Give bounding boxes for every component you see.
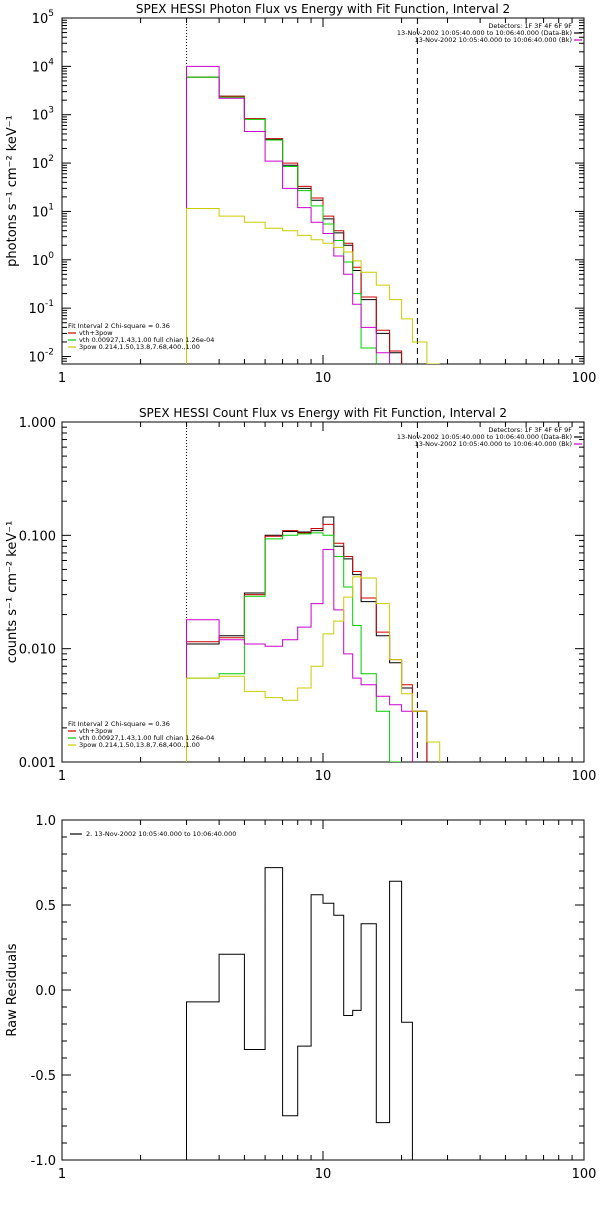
- y-tick-label-base: 10: [28, 351, 45, 366]
- series-line-3: [186, 76, 377, 364]
- legend-left-text: vth+3pow: [79, 329, 113, 337]
- series-line-4: [186, 549, 413, 762]
- legend-right-text: 13-Nov-2002 10:05:40.000 to 10:06:40.000…: [415, 440, 572, 448]
- x-tick-label: 100: [572, 769, 597, 784]
- legend-residual-text: 2. 13-Nov-2002 10:05:40.000 to 10:06:40.…: [86, 830, 236, 838]
- y-tick-label-base: 10: [32, 254, 49, 269]
- y-tick-label-exponent: -2: [45, 348, 54, 358]
- y-tick-label: 103: [32, 106, 54, 124]
- y-tick-label-exponent: 3: [48, 106, 54, 116]
- legend-left-text: vth 0.00927,1.43,1.00 full chian 1.26e-0…: [79, 336, 214, 344]
- y-tick-label-base: 10: [32, 109, 49, 124]
- legend-left-text: 3pow 0.214,1.50,13.8,7.68,400.,1.00: [79, 741, 200, 749]
- y-tick-label: 101: [32, 202, 54, 220]
- plot-frame: [61, 819, 585, 1161]
- series-line-2: [186, 523, 428, 762]
- y-tick-label: 0.5: [35, 899, 56, 914]
- y-tick-label-exponent: -1: [45, 299, 54, 309]
- y-tick-label-base: 10: [32, 12, 49, 27]
- x-tick-label: 100: [572, 1167, 597, 1182]
- y-tick-label-base: 10: [32, 60, 49, 75]
- x-tick-label: 1: [58, 371, 66, 386]
- y-tick-label-base: 10: [32, 157, 49, 172]
- y-tick-label-exponent: 2: [48, 154, 54, 164]
- legend-left-text: vth 0.00927,1.43,1.00 full chian 1.26e-0…: [79, 734, 214, 742]
- y-tick-label: 105: [32, 9, 54, 27]
- y-tick-label-exponent: 4: [48, 57, 54, 67]
- plot-frame: [61, 17, 585, 365]
- series-line-5: [186, 208, 440, 364]
- legend-right-text: Detectors: 1F 3F 4F 6F 9F: [488, 22, 572, 30]
- series-line-3: [186, 532, 402, 762]
- y-axis-label: counts s⁻¹ cm⁻² keV⁻¹: [5, 521, 20, 664]
- x-tick-label: 10: [315, 769, 332, 784]
- y-tick-label: 1.000: [19, 416, 56, 431]
- plot-panel-3: 1 10 100 -1.0 -0.5 0.0 0.5 1.0 Raw Residuals 2. 1…: [5, 814, 596, 1182]
- series-line-5: [186, 576, 441, 762]
- y-tick-label: -1.0: [31, 1154, 56, 1169]
- y-tick-label: 102: [32, 154, 54, 172]
- y-tick-label-base: 10: [28, 302, 45, 317]
- y-tick-label: 0.0: [35, 984, 56, 999]
- y-tick-label: 10-1: [28, 299, 54, 317]
- series-line-1: [186, 867, 413, 1160]
- legend-left-text: vth+3pow: [79, 727, 113, 735]
- legend-left-text: 3pow 0.214,1.50,13.8,7.68,400.,1.00: [79, 343, 200, 351]
- x-tick-label: 1: [58, 769, 66, 784]
- y-tick-label: 0.001: [19, 756, 56, 771]
- y-tick-label: 100: [32, 251, 55, 269]
- series-line-4: [186, 65, 391, 364]
- x-tick-label: 10: [315, 1167, 332, 1182]
- legend-right-text: 13-Nov-2002 10:05:40.000 to 10:06:40.000…: [397, 433, 572, 441]
- legend-left-text: Fit Interval 2 Chi-square = 0.36: [68, 720, 170, 728]
- x-tick-label: 1: [58, 1167, 66, 1182]
- y-tick-label-exponent: 5: [48, 9, 54, 19]
- y-tick-label: 10-2: [28, 348, 54, 366]
- y-tick-label: -0.5: [31, 1069, 56, 1084]
- plot-title: SPEX HESSI Count Flux vs Energy with Fit…: [139, 406, 507, 420]
- y-tick-label: 1.0: [35, 814, 56, 829]
- legend-right-text: 13-Nov-2002 10:05:40.000 to 10:06:40.000…: [415, 36, 572, 44]
- x-tick-label: 100: [572, 371, 597, 386]
- y-axis-label: photons s⁻¹ cm⁻² keV⁻¹: [5, 115, 20, 267]
- y-tick-label-base: 10: [32, 205, 49, 220]
- y-tick-label: 0.010: [19, 643, 56, 658]
- y-tick-label-exponent: 1: [48, 202, 54, 212]
- y-axis-label: Raw Residuals: [5, 943, 20, 1036]
- x-tick-label: 10: [315, 371, 332, 386]
- plot-panel-2: 1 10 100 0.001 0.010 0.100 1.000 SPEX HESSI Cou…: [5, 406, 596, 784]
- plot-title: SPEX HESSI Photon Flux vs Energy with Fi…: [136, 2, 510, 16]
- legend-right-text: 13-Nov-2002 10:05:40.000 to 10:06:40.000…: [397, 29, 572, 37]
- series-line-2: [186, 76, 403, 364]
- y-tick-label: 104: [32, 57, 55, 75]
- legend-right-text: Detectors: 1F 3F 4F 6F 9F: [488, 426, 572, 434]
- y-tick-label-exponent: 0: [48, 251, 54, 261]
- legend-left-text: Fit Interval 2 Chi-square = 0.36: [68, 322, 170, 330]
- series-line-1: [186, 76, 403, 364]
- y-tick-label: 0.100: [19, 529, 56, 544]
